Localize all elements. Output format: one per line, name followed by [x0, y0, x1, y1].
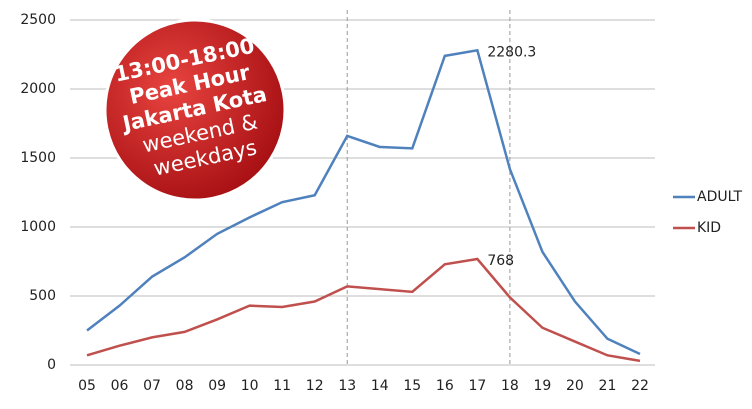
data-label: 768 — [487, 253, 514, 269]
y-tick-label: 1000 — [20, 219, 56, 235]
y-tick-label: 0 — [47, 357, 56, 373]
legend-label: ADULT — [697, 189, 742, 205]
x-tick-label: 06 — [111, 378, 129, 394]
legend-label: KID — [697, 220, 721, 236]
x-tick-label: 19 — [533, 378, 551, 394]
x-tick-label: 08 — [176, 378, 194, 394]
series-line — [86, 257, 641, 363]
y-tick-label: 500 — [29, 288, 56, 304]
x-tick-label: 14 — [371, 378, 389, 394]
x-tick-label: 22 — [631, 378, 649, 394]
x-tick-label: 12 — [306, 378, 324, 394]
badge-circle — [103, 18, 287, 202]
x-tick-label: 21 — [599, 378, 617, 394]
x-tick-label: 11 — [273, 378, 291, 394]
x-tick-label: 09 — [208, 378, 226, 394]
y-tick-label: 2500 — [20, 12, 56, 28]
x-tick-label: 07 — [143, 378, 161, 394]
x-tick-label: 13 — [338, 378, 356, 394]
y-tick-label: 2000 — [20, 81, 56, 97]
series-line — [86, 48, 641, 356]
x-tick-label: 16 — [436, 378, 454, 394]
x-tick-label: 05 — [78, 378, 96, 394]
y-tick-label: 1500 — [20, 150, 56, 166]
x-tick-label: 18 — [501, 378, 519, 394]
x-tick-label: 20 — [566, 378, 584, 394]
data-label: 2280.3 — [487, 44, 536, 60]
x-tick-label: 15 — [403, 378, 421, 394]
x-tick-label: 10 — [241, 378, 259, 394]
x-tick-label: 17 — [468, 378, 486, 394]
